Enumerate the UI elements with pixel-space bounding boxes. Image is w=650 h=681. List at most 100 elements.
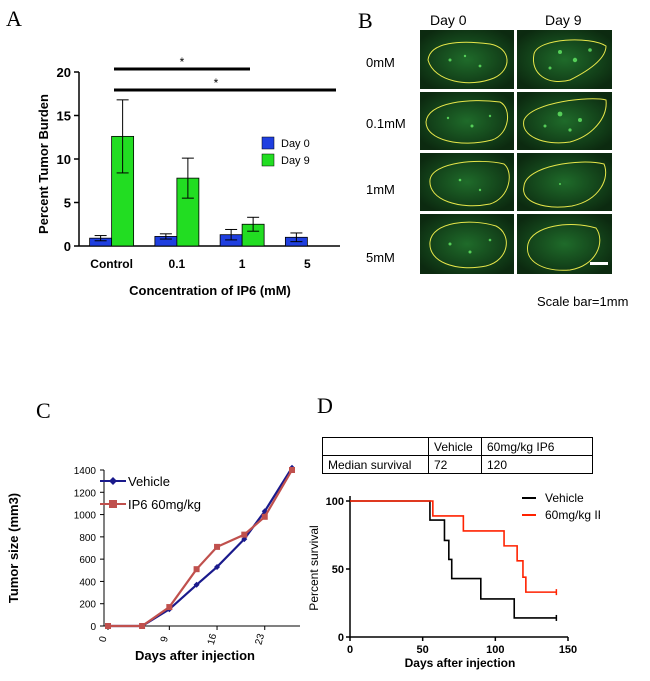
panel-b-row-0mm: 0mM — [366, 55, 395, 70]
chart-c-y-tick-label: 600 — [79, 555, 96, 566]
chart-c-point-ip6 — [261, 513, 268, 520]
chart-d-curve-ip6 — [350, 500, 557, 593]
chart-c-y-tick-label: 400 — [79, 577, 96, 588]
chart-d-y-tick-label: 50 — [332, 564, 344, 576]
chart-c-x-label: Days after injection — [135, 648, 255, 663]
chart-c-y-tick-label: 200 — [79, 600, 96, 611]
chart-c-point-ip6 — [139, 623, 146, 629]
panel-b-row-01mm: 0.1mM — [366, 116, 406, 131]
tumor-outline-01mm-day9 — [523, 98, 607, 144]
micrograph-01mm-day9 — [517, 92, 612, 150]
chart-c-point-ip6 — [105, 623, 111, 629]
table-header-row: Vehicle 60mg/kg IP6 — [322, 437, 593, 456]
table-cell-vehicle: 72 — [428, 455, 482, 474]
chart-d-legend-ip6: 60mg/kg IP6 — [545, 508, 600, 522]
chart-a-x-tick-label: 1 — [239, 257, 246, 271]
chart-c-x-tick-label: 23 — [254, 632, 268, 646]
chart-c-y-tick-label: 800 — [79, 533, 96, 544]
chart-c-y-tick-label: 1000 — [74, 511, 97, 522]
micrograph-1mm-day9 — [517, 153, 612, 211]
chart-c-point-vehicle — [261, 508, 268, 515]
panel-b-row-5mm: 5mM — [366, 250, 395, 265]
chart-d-x-tick-label: 150 — [559, 644, 577, 656]
chart-a-legend-swatch-day0 — [261, 136, 275, 150]
chart-c-legend-vehicle: Vehicle — [128, 474, 170, 489]
chart-c-x-tick-label: 9 — [159, 635, 171, 644]
chart-d-x-tick-label: 0 — [347, 644, 353, 656]
chart-d-x-tick-label: 100 — [486, 644, 504, 656]
chart-a-x-tick-label: 5 — [304, 257, 311, 271]
table-row: Median survival 72 120 — [322, 455, 593, 474]
chart-d-curve-vehicle — [350, 500, 557, 619]
chart-a-y-tick-label: 15 — [57, 109, 71, 124]
table-header-ip6: 60mg/kg IP6 — [481, 437, 593, 456]
tumor-outline-5mm-day0 — [429, 221, 507, 269]
panel-label-a: A — [6, 6, 22, 31]
micrograph-0mm-day9 — [517, 30, 612, 89]
chart-c-legend-marker-ip6 — [109, 500, 117, 508]
chart-c-line-ip6 — [108, 469, 293, 628]
chart-c-point-vehicle — [214, 563, 221, 570]
panel-b-column-day0: Day 0 — [430, 12, 467, 28]
chart-a-y-label: Percent Tumor Burden — [36, 94, 51, 234]
chart-c-point-ip6 — [166, 604, 173, 611]
chart-a-significance-star-2: * — [214, 76, 219, 90]
chart-c-legend-ip6: IP6 60mg/kg — [128, 497, 201, 512]
chart-c-line-vehicle — [108, 467, 293, 628]
panel-b-column-day9: Day 9 — [545, 12, 582, 28]
chart-c-line-chart: 0 200 400 600 800 1000 1200 1400 0 9 16 23 Tumor si… — [6, 464, 300, 663]
chart-a-legend-day0: Day 0 — [281, 138, 310, 150]
panel-label-d: D — [317, 393, 333, 418]
panel-b-row-1mm: 1mM — [366, 182, 395, 197]
chart-c-y-tick-label: 0 — [90, 622, 96, 633]
chart-a-y-tick-label: 5 — [64, 196, 71, 211]
chart-c-y-tick-label: 1400 — [74, 466, 97, 477]
chart-d-x-label: Days after injection — [405, 656, 516, 670]
chart-a-legend-swatch-day9 — [261, 153, 275, 167]
chart-a-y-tick-label: 20 — [57, 65, 71, 80]
tumor-outline-1mm-day0 — [429, 160, 510, 207]
chart-c-y-tick-label: 1200 — [74, 488, 97, 499]
panel-label-b: B — [358, 8, 373, 33]
chart-a-y-tick-label: 10 — [57, 152, 71, 167]
chart-c-point-ip6 — [241, 531, 248, 538]
chart-c-y-label: Tumor size (mm3) — [6, 493, 21, 603]
panel-b-micrograph-grid — [420, 30, 612, 274]
chart-c-legend-marker-vehicle — [109, 477, 117, 485]
tumor-outline-0mm-day0 — [427, 41, 508, 84]
chart-d-x-tick-label: 50 — [417, 644, 429, 656]
scale-bar — [590, 262, 608, 265]
tumor-outline-5mm-day9 — [527, 224, 601, 271]
table-header-vehicle: Vehicle — [428, 437, 482, 456]
chart-a-legend-day9: Day 9 — [281, 155, 310, 167]
tumor-outline-0mm-day9 — [532, 39, 607, 82]
chart-d-y-label: Percent survival — [307, 525, 321, 610]
chart-a-y-tick-label: 0 — [64, 239, 71, 254]
chart-c-x-tick-label: 0 — [98, 635, 110, 644]
panel-label-c: C — [36, 398, 51, 423]
chart-a-x-label: Concentration of IP6 (mM) — [129, 283, 291, 298]
micrograph-0mm-day0 — [420, 30, 514, 89]
median-survival-table: Vehicle 60mg/kg IP6 Median survival 72 1… — [322, 437, 593, 474]
chart-c-point-ip6 — [289, 467, 295, 473]
table-row-label: Median survival — [322, 455, 429, 474]
chart-d-legend-vehicle: Vehicle — [545, 491, 584, 505]
table-cell-ip6: 120 — [481, 455, 593, 474]
chart-c-x-tick-label: 16 — [206, 632, 220, 646]
chart-c-point-ip6 — [193, 566, 200, 573]
chart-d-y-tick-label: 100 — [326, 496, 344, 508]
chart-a-x-tick-label: Control — [90, 257, 133, 271]
chart-d-y-tick-label: 0 — [338, 632, 344, 644]
chart-c-point-ip6 — [214, 543, 221, 550]
chart-a-x-tick-label: 0.1 — [169, 257, 186, 271]
tumor-outline-01mm-day0 — [425, 100, 508, 144]
chart-c-point-vehicle — [193, 581, 200, 588]
chart-c-point-vehicle — [241, 536, 248, 543]
fluorescence-speckles — [446, 48, 592, 254]
panel-b-scale-label: Scale bar=1mm — [537, 294, 629, 309]
table-header-empty — [322, 437, 429, 456]
tumor-outline-1mm-day9 — [523, 161, 607, 208]
chart-a-significance-star-1: * — [180, 55, 185, 69]
chart-d-survival-chart: 0 50 100 0 50 100 150 Percent survival Days af… — [307, 491, 600, 670]
